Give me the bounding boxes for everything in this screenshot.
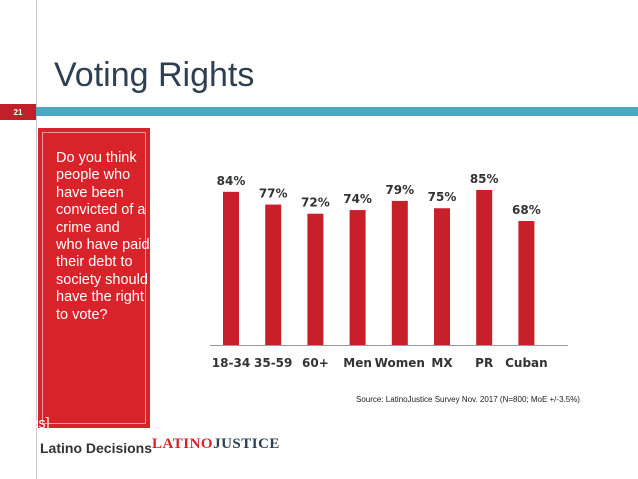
x-axis-line xyxy=(210,345,568,346)
latino-justice-logo-part-b: JUSTICE xyxy=(213,436,280,452)
tick-label-35-59: 35-59 xyxy=(254,356,292,370)
tick-label-mx: MX xyxy=(431,356,453,370)
question-box-border xyxy=(42,132,146,424)
latino-decisions-logo: Latino Decisions xyxy=(40,440,152,456)
question-box: Do you think people who have been convic… xyxy=(38,128,150,428)
bar-men xyxy=(349,210,366,345)
tick-label-18-34: 18-34 xyxy=(212,356,250,370)
bar-pr xyxy=(476,190,493,345)
data-label-35-59: 77% xyxy=(259,187,288,201)
tick-label-women: Women xyxy=(375,356,425,370)
data-label-pr: 85% xyxy=(470,172,499,186)
title-underline-bar xyxy=(36,107,638,116)
page-title: Voting Rights xyxy=(54,56,255,94)
tick-label-60-: 60+ xyxy=(302,356,329,370)
data-label-18-34: 84% xyxy=(217,174,246,188)
bar-35-59 xyxy=(265,204,282,345)
data-label-60-: 72% xyxy=(301,196,330,210)
slide-number: 21 xyxy=(0,104,36,120)
source-note: Source: LatinoJustice Survey Nov. 2017 (… xyxy=(356,395,580,404)
data-label-cuban: 68% xyxy=(512,203,541,217)
bar-cuban xyxy=(518,221,535,345)
latino-justice-logo: LATINOJUSTICE xyxy=(152,436,280,453)
answer-label: [Yes] xyxy=(18,416,50,432)
question-text: Do you think people who have been convic… xyxy=(56,150,150,323)
data-label-women: 79% xyxy=(385,183,414,197)
latino-decisions-logo-text: Latino Decisions xyxy=(40,440,153,456)
bar-mx xyxy=(434,208,450,345)
bar-women xyxy=(391,200,408,345)
bar-18-34 xyxy=(223,191,239,345)
left-guide-line xyxy=(36,0,37,479)
latino-justice-logo-part-a: LATINO xyxy=(152,436,214,452)
tick-label-men: Men xyxy=(343,356,372,370)
tick-label-pr: PR xyxy=(475,356,493,370)
tick-label-cuban: Cuban xyxy=(505,356,548,370)
data-label-men: 74% xyxy=(343,192,372,206)
bar-60- xyxy=(307,213,324,345)
data-label-mx: 75% xyxy=(428,190,457,204)
